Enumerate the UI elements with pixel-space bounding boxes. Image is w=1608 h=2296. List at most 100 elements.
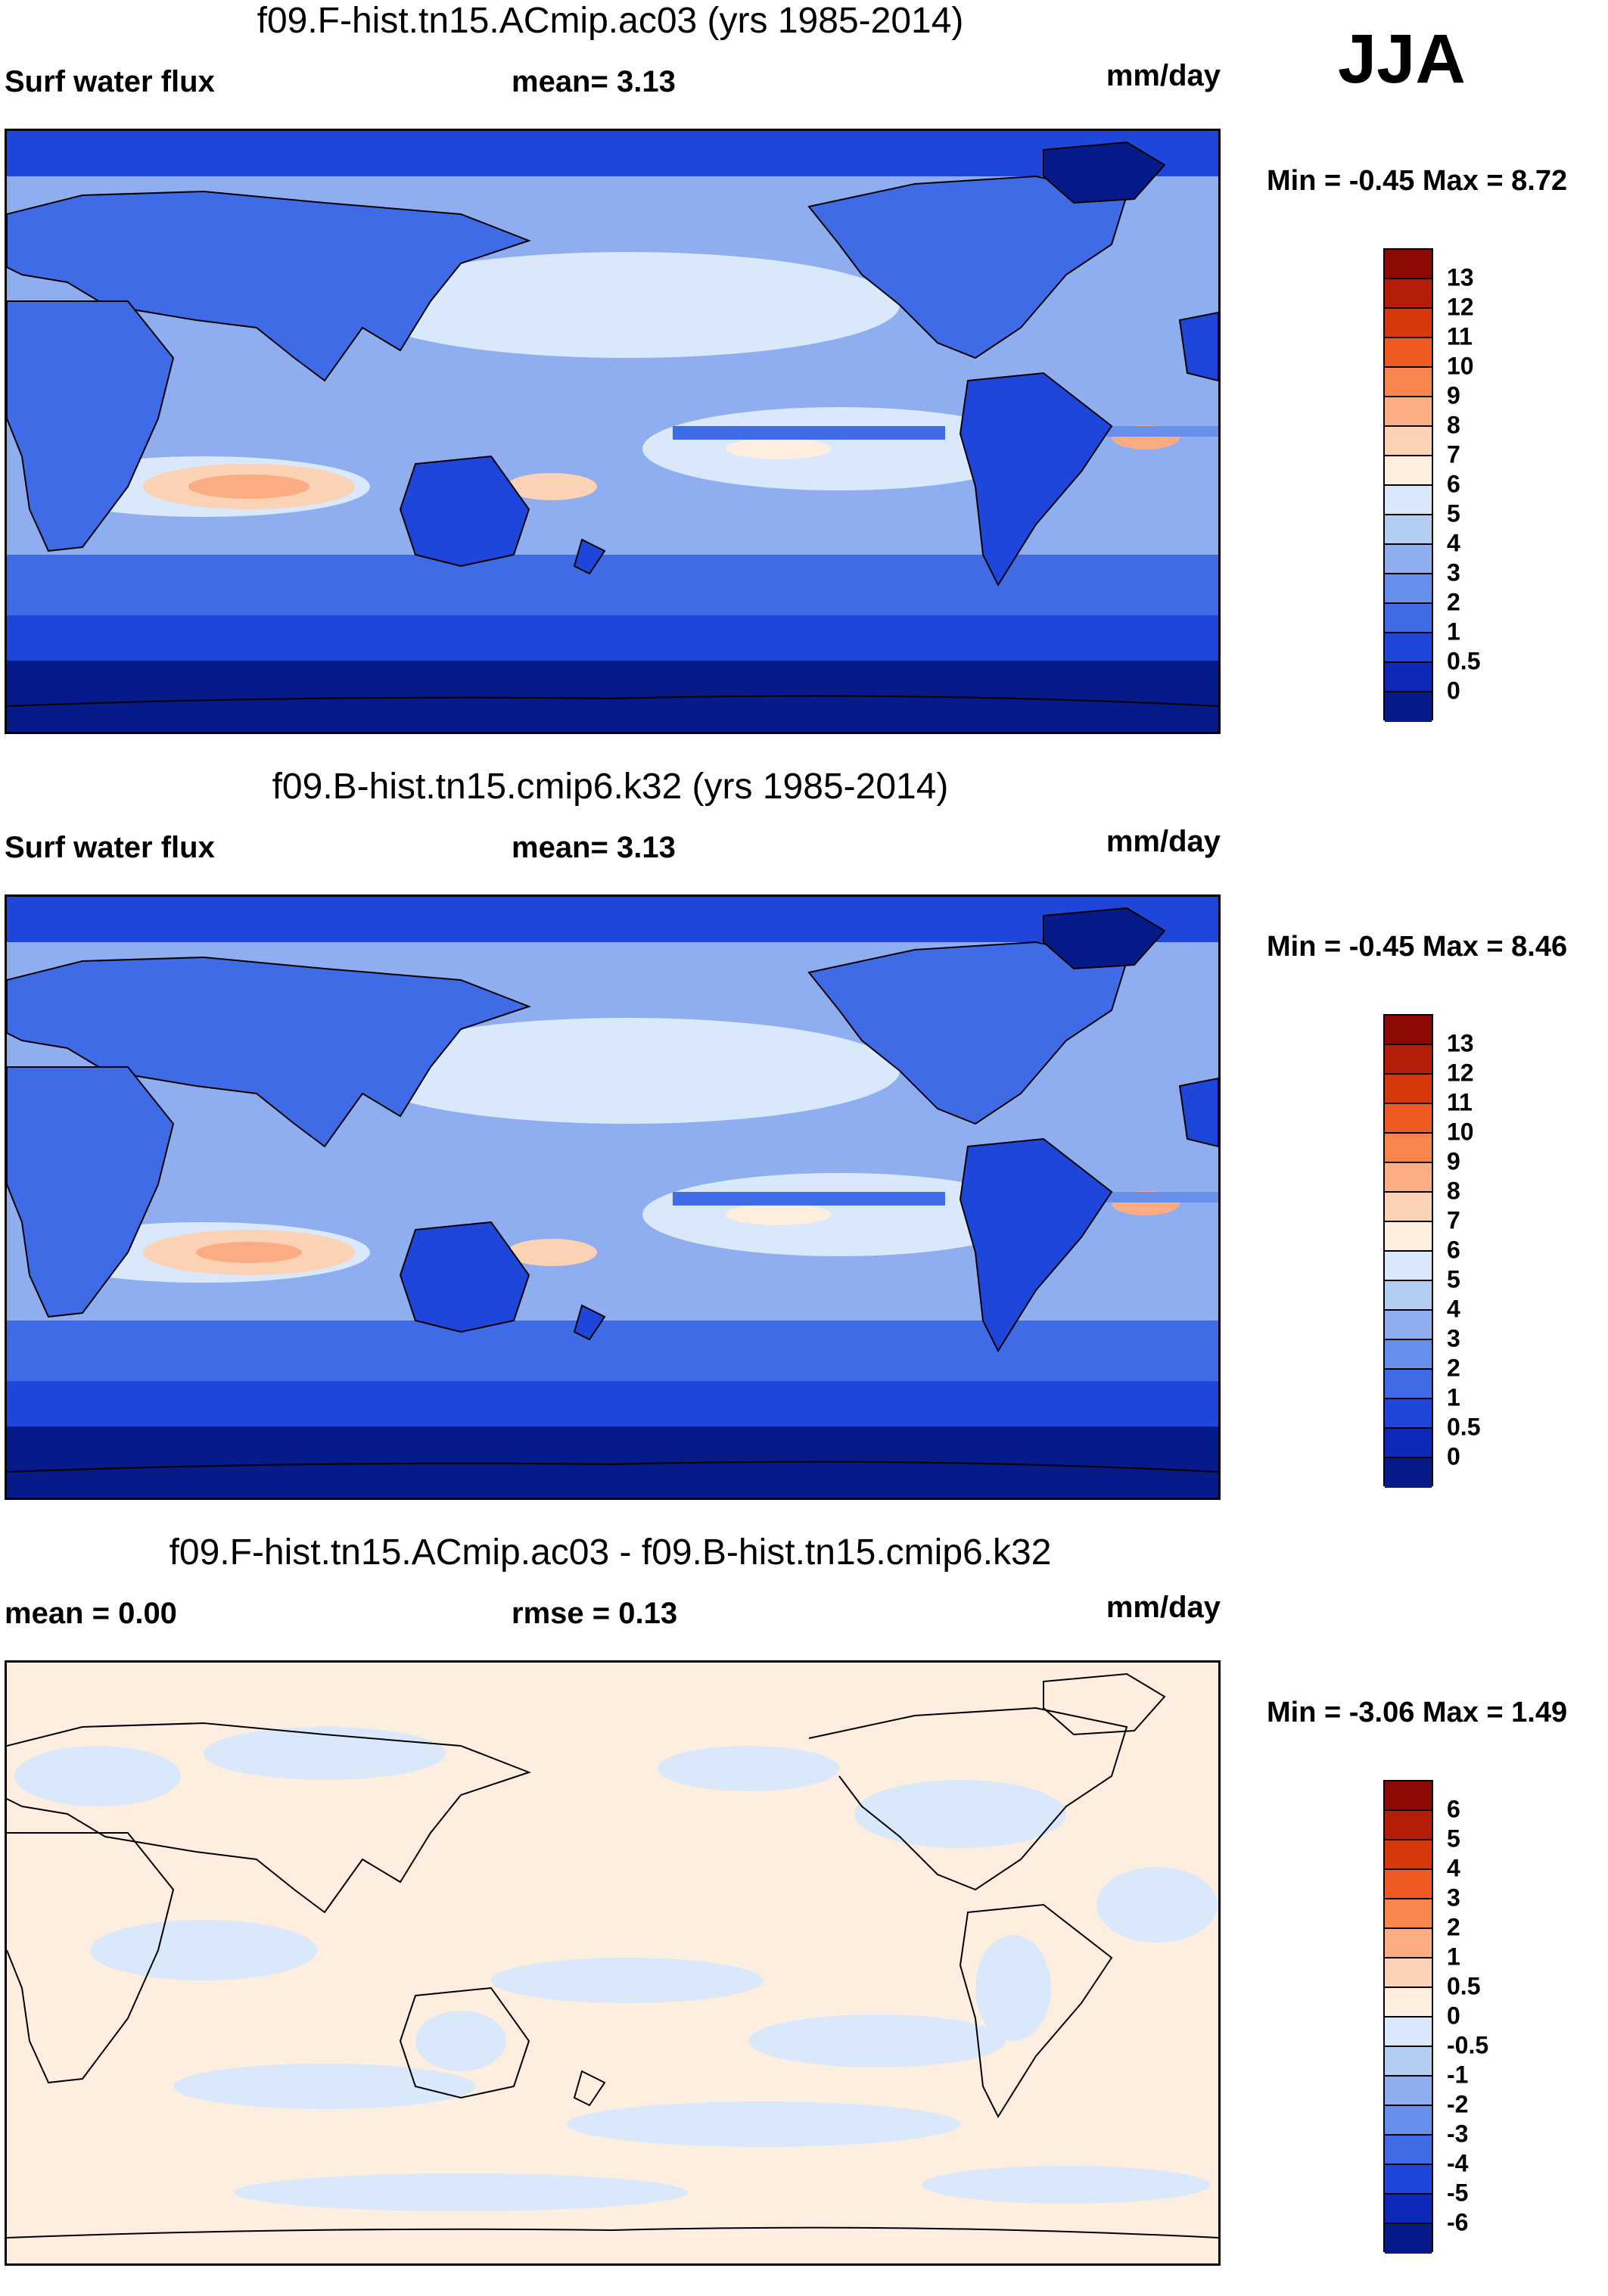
map-plot-a xyxy=(7,131,1218,732)
neg-patch xyxy=(14,1746,181,1806)
colorbar-tick-label: 2 xyxy=(1447,1913,1460,1941)
colorbar-tick-label: 4 xyxy=(1447,529,1460,557)
variable-label: Surf water flux xyxy=(5,65,215,98)
panel-title: f09.B-hist.tn15.cmip6.k32 (yrs 1985-2014… xyxy=(272,767,949,807)
greenland xyxy=(1043,907,1166,970)
colorbar-tick-label: 7 xyxy=(1447,440,1460,468)
colorbar-tick-label: 3 xyxy=(1447,1324,1460,1352)
itcz-atlantic xyxy=(1096,426,1218,437)
colorbar-segment xyxy=(1385,1429,1432,1458)
units-label: mm/day xyxy=(1106,825,1221,858)
colorbar-segment xyxy=(1385,397,1432,427)
colorbar-segment xyxy=(1385,1870,1432,1899)
colorbar-tick-label: 4 xyxy=(1447,1295,1460,1323)
neg-patch xyxy=(415,2011,506,2071)
colorbar-segment xyxy=(1385,486,1432,515)
colorbar xyxy=(1383,1014,1433,1488)
panel-model-a: f09.F-hist.tn15.ACmip.ac03 (yrs 1985-201… xyxy=(0,0,1608,764)
colorbar-segment xyxy=(1385,574,1432,604)
north-pacific-light xyxy=(355,252,900,358)
min-max-label: Min = -0.45 Max = 8.46 xyxy=(1267,931,1568,963)
colorbar-segment xyxy=(1385,2018,1432,2047)
africa-east-edge xyxy=(1178,1077,1218,1148)
africa xyxy=(7,300,175,552)
mean-label: mean = 0.00 xyxy=(5,1597,177,1630)
neg-patch xyxy=(90,1920,317,1980)
colorbar-segment xyxy=(1385,2165,1432,2195)
colorbar-tick-label: 1 xyxy=(1447,1383,1460,1411)
colorbar-tick-label: 10 xyxy=(1447,352,1474,380)
colorbar-segment xyxy=(1385,2077,1432,2106)
colorbar-segment xyxy=(1385,1811,1432,1840)
eurasia-coast xyxy=(7,1722,531,1914)
colorbar-segment xyxy=(1385,1163,1432,1193)
colorbar-segment xyxy=(1385,309,1432,338)
map-plot-b xyxy=(7,897,1218,1498)
colorbar-tick-label: 0.5 xyxy=(1447,1972,1481,2000)
colorbar-segment xyxy=(1385,2106,1432,2136)
colorbar-segment xyxy=(1385,368,1432,397)
coral-sea-max xyxy=(506,473,597,500)
new-zealand xyxy=(573,538,606,575)
neg-patch xyxy=(491,1958,764,2003)
map-plot-diff xyxy=(7,1663,1218,2263)
colorbar-tick-label: 5 xyxy=(1447,1825,1460,1853)
colorbar-tick-label: 11 xyxy=(1447,1088,1473,1116)
australia-coast xyxy=(399,1986,530,2099)
greenland-coast xyxy=(1043,1672,1166,1736)
colorbar-segment xyxy=(1385,1281,1432,1311)
australia xyxy=(399,455,530,568)
antarctic-band xyxy=(7,1426,1218,1498)
itcz-atlantic xyxy=(1096,1192,1218,1202)
colorbar-segment xyxy=(1385,1399,1432,1429)
colorbar-segment xyxy=(1385,1988,1432,2018)
antarctic-band xyxy=(7,661,1218,732)
colorbar-tick-label: 7 xyxy=(1447,1206,1460,1234)
africa-east-edge xyxy=(1178,311,1218,382)
colorbar-segment xyxy=(1385,1840,1432,1870)
colorbar-tick-label: 13 xyxy=(1447,263,1474,291)
colorbar-segment xyxy=(1385,515,1432,545)
colorbar-segment xyxy=(1385,633,1432,663)
colorbar-tick-label: 6 xyxy=(1447,1795,1460,1823)
colorbar-segment xyxy=(1385,1311,1432,1340)
colorbar-tick-label: 0.5 xyxy=(1447,1413,1481,1441)
global-map xyxy=(5,129,1221,734)
colorbar-segment xyxy=(1385,1958,1432,1988)
colorbar-tick-label: 4 xyxy=(1447,1854,1460,1882)
colorbar-tick-label: 2 xyxy=(1447,588,1460,616)
colorbar-tick-label: 12 xyxy=(1447,1059,1474,1087)
colorbar-tick-label: 5 xyxy=(1447,1265,1460,1293)
colorbar-tick-label: -5 xyxy=(1447,2179,1469,2207)
indian-ocean-core xyxy=(196,1242,302,1263)
colorbar xyxy=(1383,1780,1433,2254)
colorbar-tick-label: 1 xyxy=(1447,1943,1460,1971)
mean-label: mean= 3.13 xyxy=(512,65,676,98)
neg-patch xyxy=(567,2102,960,2147)
neg-patch xyxy=(1096,1867,1218,1943)
colorbar-segment xyxy=(1385,1458,1432,1488)
colorbar-tick-label: 3 xyxy=(1447,1884,1460,1912)
colorbar-segment xyxy=(1385,1016,1432,1045)
colorbar-tick-label: 6 xyxy=(1447,470,1460,498)
antarctic-coast xyxy=(7,695,1218,707)
colorbar-segment xyxy=(1385,692,1432,722)
colorbar-tick-label: 9 xyxy=(1447,381,1460,409)
colorbar-tick-label: -1 xyxy=(1447,2061,1469,2089)
colorbar-segment xyxy=(1385,456,1432,486)
colorbar-tick-label: 6 xyxy=(1447,1236,1460,1264)
colorbar-segment xyxy=(1385,1134,1432,1163)
colorbar-segment xyxy=(1385,427,1432,456)
neg-patch xyxy=(854,1780,1066,1848)
colorbar-segment xyxy=(1385,1104,1432,1134)
north-america xyxy=(807,175,1128,359)
colorbar-segment xyxy=(1385,2195,1432,2224)
new-zealand xyxy=(573,1304,606,1341)
colorbar-tick-label: 5 xyxy=(1447,499,1460,527)
colorbar-tick-label: 0 xyxy=(1447,677,1460,705)
indian-ocean-core xyxy=(188,474,309,499)
africa xyxy=(7,1066,175,1318)
variable-label: Surf water flux xyxy=(5,831,215,864)
colorbar-tick-label: 8 xyxy=(1447,411,1460,439)
se-pacific-max xyxy=(726,1204,832,1225)
